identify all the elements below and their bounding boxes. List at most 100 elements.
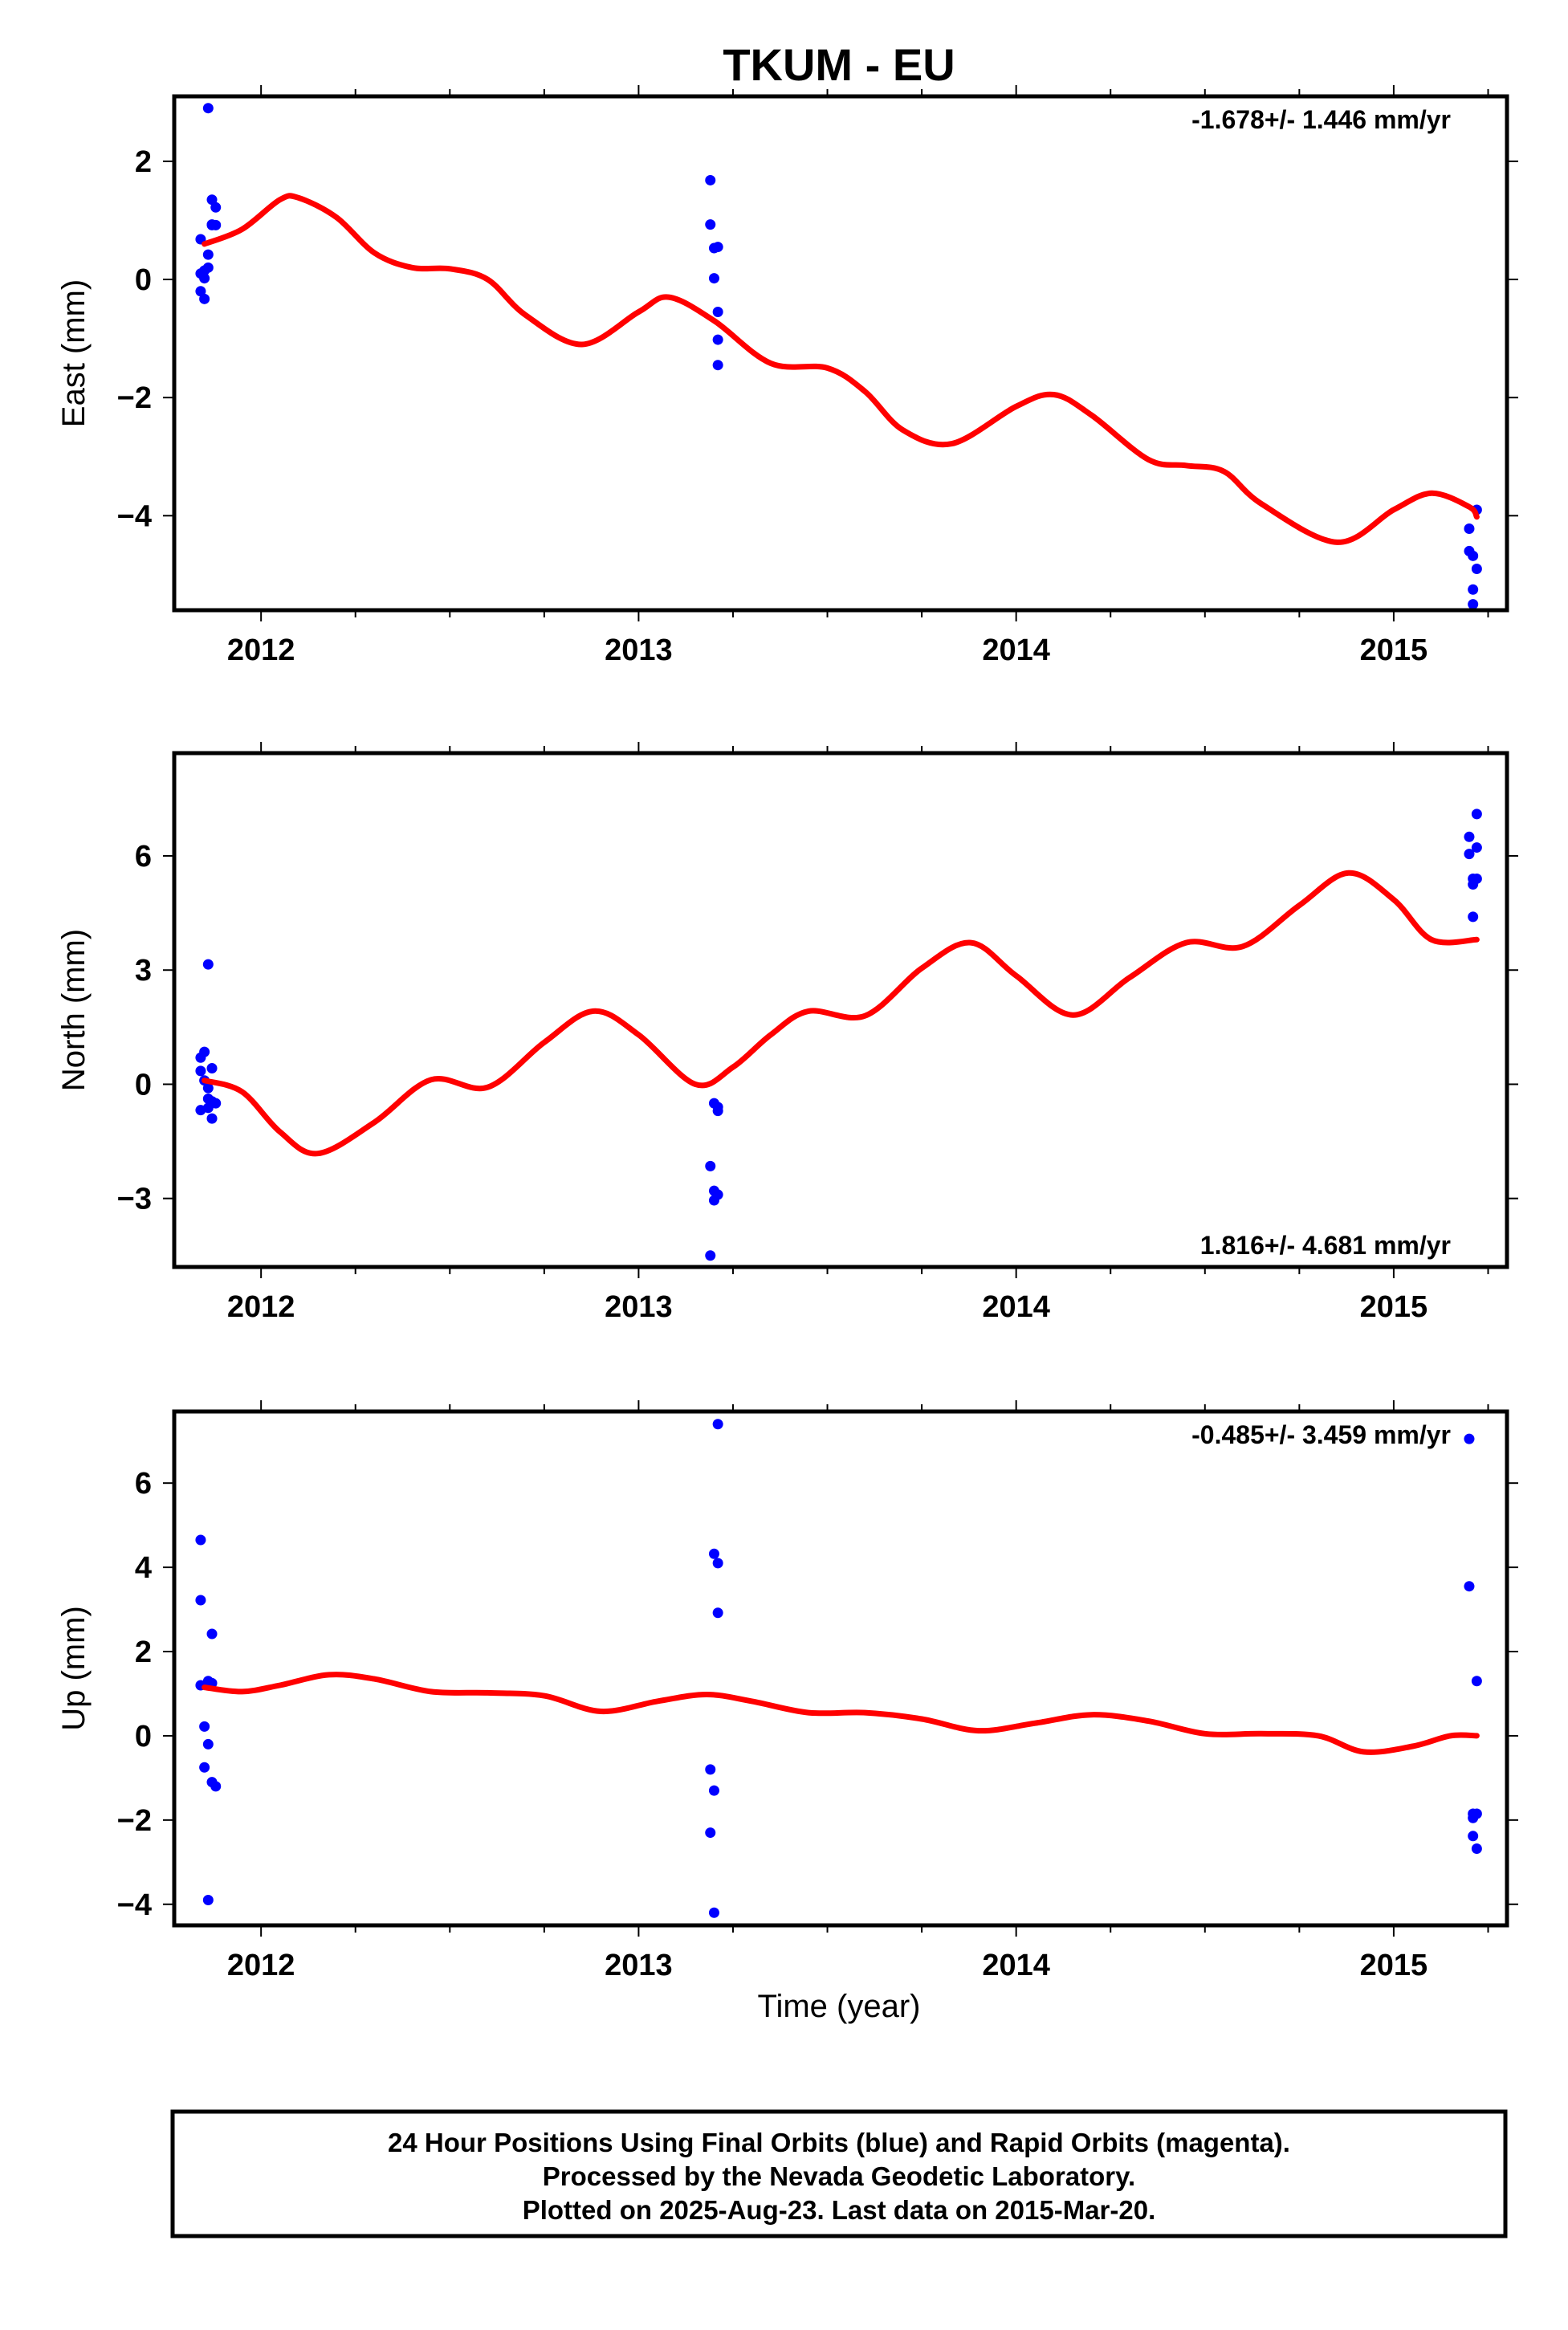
north-model-curve (202, 870, 1480, 1157)
east-model-curve (202, 193, 1480, 545)
east-rate-annotation: -1.678+/- 1.446 mm/yr (1191, 105, 1451, 134)
up-data-point (202, 1738, 214, 1750)
up-y-axis-label: Up (mm) (56, 1606, 92, 1731)
east-plot-frame (172, 94, 1509, 613)
footer-box (170, 2109, 1508, 2238)
east-data-point (1468, 599, 1479, 610)
up-model-curve (202, 1672, 1480, 1755)
east-data-point (712, 360, 723, 371)
north-x-tick-label: 2014 (982, 1290, 1050, 1324)
up-data-point (712, 1558, 723, 1569)
east-data-point (712, 334, 723, 345)
east-y-axis-label: East (mm) (56, 279, 92, 427)
up-data-point (705, 1764, 716, 1775)
north-x-tick-label: 2012 (227, 1290, 295, 1324)
north-y-tick-label: −3 (117, 1183, 152, 1216)
up-y-tick-label: 0 (135, 1720, 152, 1754)
up-y-tick-label: −4 (117, 1888, 152, 1922)
east-data-point (712, 307, 723, 318)
east-data-point (199, 293, 210, 304)
north-data-point (1464, 831, 1475, 842)
east-y-tick-label: 2 (135, 145, 152, 179)
east-x-tick-label: 2015 (1360, 633, 1428, 667)
up-panel: 2012 2013 2014 2015 −4 −2 0 2 4 6 Up (mm) -0.485+/-… (56, 1400, 1518, 1982)
up-y-tick-label: 4 (135, 1551, 152, 1585)
up-x-tick-label: 2014 (982, 1949, 1050, 1982)
north-data-point (1471, 873, 1482, 884)
up-data-point (712, 1607, 723, 1619)
up-x-tick-label: 2013 (605, 1949, 673, 1982)
up-data-point (202, 1895, 214, 1906)
figure-title: TKUM - EU (723, 39, 955, 90)
east-data-point (210, 202, 222, 213)
up-data-point (199, 1762, 210, 1773)
up-data-point (210, 1781, 222, 1792)
east-data-point (202, 249, 214, 260)
north-y-axis-label: North (mm) (56, 929, 92, 1091)
north-y-tick-label: 6 (135, 840, 152, 874)
up-data-point (705, 1827, 716, 1839)
east-data-point (1464, 523, 1475, 534)
east-x-tick-label: 2013 (605, 633, 673, 667)
north-data-point (1468, 911, 1479, 923)
north-data-point (206, 1113, 218, 1124)
north-data-point (206, 1063, 218, 1074)
north-data-point (1464, 849, 1475, 860)
north-x-tick-label: 2015 (1360, 1290, 1428, 1324)
north-data-point (712, 1102, 723, 1113)
east-x-tick-label: 2012 (227, 633, 295, 667)
up-y-tick-label: −2 (117, 1804, 152, 1838)
east-data-point (210, 219, 222, 230)
north-x-tick-label: 2013 (605, 1290, 673, 1324)
up-data-point (195, 1595, 206, 1606)
north-y-tick-label: 0 (135, 1068, 152, 1102)
east-data-point (712, 242, 723, 253)
east-data-point (202, 103, 214, 114)
up-data-point (1464, 1433, 1475, 1444)
north-data-point (705, 1250, 716, 1261)
up-data-point (1471, 1676, 1482, 1687)
north-data-point (1471, 809, 1482, 820)
up-data-point (1471, 1808, 1482, 1819)
up-data-point (1471, 1843, 1482, 1855)
north-data-point (705, 1160, 716, 1171)
east-data-point (705, 174, 716, 185)
east-y-tick-label: −4 (117, 499, 152, 533)
east-x-tick-label: 2014 (982, 633, 1050, 667)
up-data-point (206, 1628, 218, 1640)
north-panel: 2012 2013 2014 2015 −3 0 3 6 North (mm) 1.816+/- … (56, 742, 1518, 1324)
up-y-tick-label: 6 (135, 1467, 152, 1501)
north-data-point (210, 1098, 222, 1109)
east-data-point (705, 219, 716, 230)
east-data-point (708, 273, 719, 284)
up-data-point (195, 1534, 206, 1546)
east-data-point (1468, 584, 1479, 595)
north-data-point (199, 1046, 210, 1057)
up-data-point (708, 1548, 719, 1559)
up-data-point (712, 1419, 723, 1430)
north-data-point (202, 1082, 214, 1094)
north-data-point (1471, 842, 1482, 853)
east-panel: 2012 2013 2014 2015 −4 −2 0 2 East (mm) -1.678+/-… (56, 85, 1518, 667)
east-y-tick-label: −2 (117, 381, 152, 415)
north-data-point (195, 1065, 206, 1077)
north-data-point (712, 1189, 723, 1200)
footer-line-3: Plotted on 2025-Aug-23. Last data on 201… (523, 2195, 1156, 2225)
east-data-point (1471, 564, 1482, 575)
footer-line-1: 24 Hour Positions Using Final Orbits (bl… (388, 2128, 1290, 2157)
up-x-tick-label: 2012 (227, 1949, 295, 1982)
up-rate-annotation: -0.485+/- 3.459 mm/yr (1191, 1420, 1451, 1449)
east-data-point (199, 273, 210, 284)
east-y-tick-label: 0 (135, 263, 152, 297)
up-data-point (199, 1721, 210, 1732)
north-data-point (202, 959, 214, 970)
panels-group: 2012 2013 2014 2015 −4 −2 0 2 East (mm) -1.678+/-… (56, 85, 1518, 1982)
x-axis-label: Time (year) (758, 1989, 921, 2024)
north-plot-frame (172, 751, 1509, 1269)
east-data-point (202, 262, 214, 273)
up-y-tick-label: 2 (135, 1635, 152, 1669)
up-data-point (1468, 1831, 1479, 1842)
north-rate-annotation: 1.816+/- 4.681 mm/yr (1200, 1231, 1451, 1260)
